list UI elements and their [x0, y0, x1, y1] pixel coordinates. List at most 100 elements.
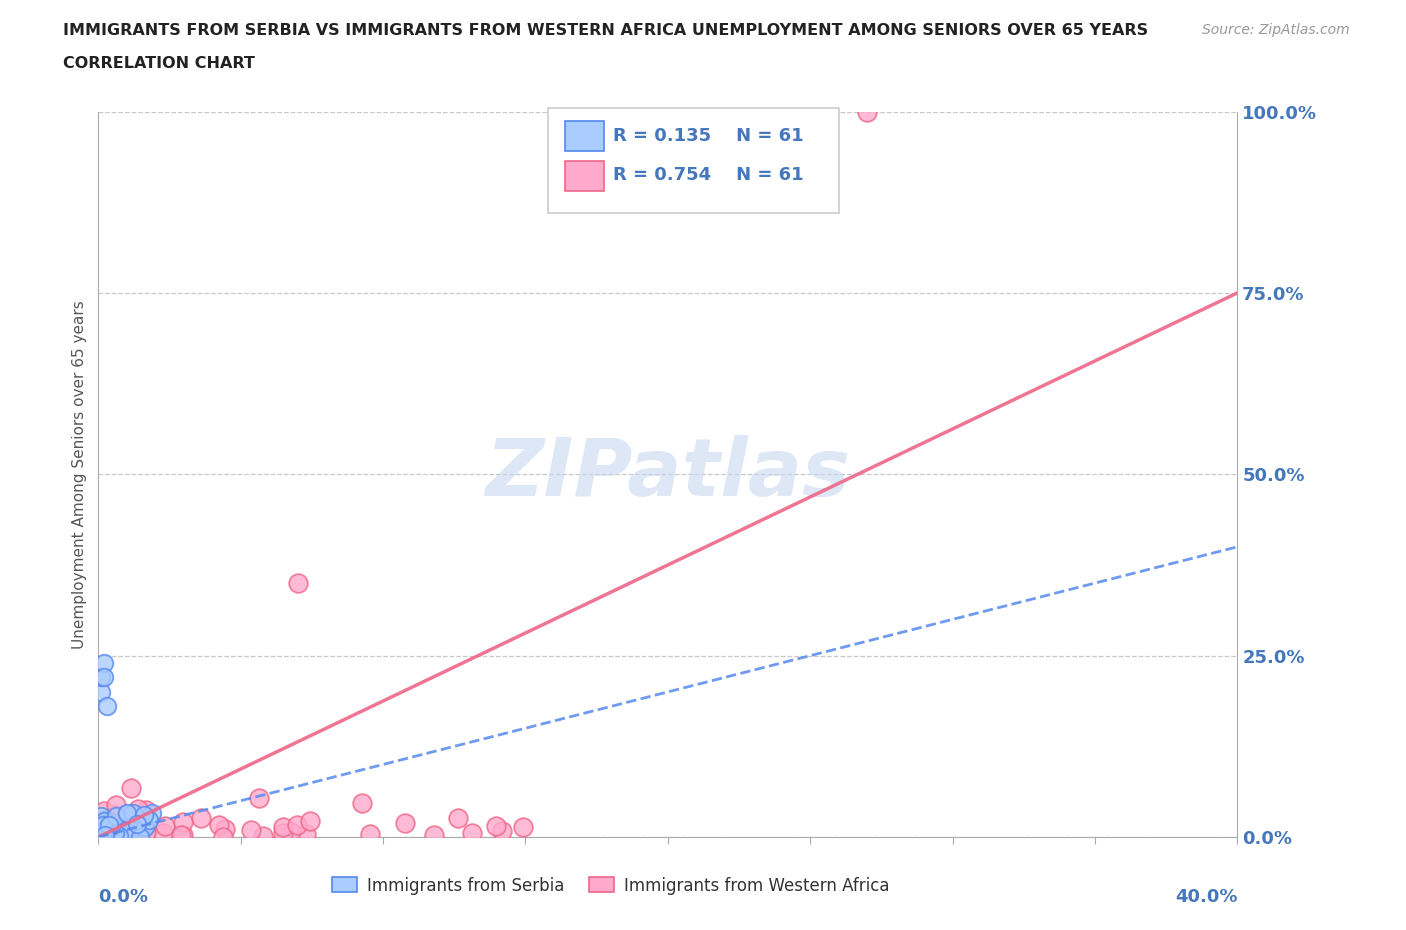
Point	[423, 828, 446, 843]
Point	[96, 816, 118, 830]
Point	[89, 824, 111, 839]
Point	[104, 826, 127, 841]
Point	[98, 824, 121, 839]
Point	[105, 808, 128, 823]
Point	[271, 819, 294, 834]
Point	[125, 817, 148, 831]
Text: R = 0.135    N = 61: R = 0.135 N = 61	[613, 126, 804, 144]
Point	[90, 808, 112, 823]
Point	[107, 825, 129, 840]
Point	[94, 829, 117, 844]
Text: 0.0%: 0.0%	[98, 888, 149, 906]
FancyBboxPatch shape	[565, 121, 605, 152]
Point	[111, 830, 134, 844]
Point	[100, 815, 122, 830]
Point	[104, 826, 127, 841]
Point	[271, 826, 294, 841]
Point	[89, 820, 111, 835]
Point	[135, 803, 157, 817]
Point	[115, 805, 138, 820]
Point	[91, 824, 114, 839]
Point	[93, 829, 115, 844]
Text: R = 0.754    N = 61: R = 0.754 N = 61	[613, 166, 804, 184]
Point	[94, 824, 117, 839]
Point	[105, 807, 128, 822]
Point	[96, 829, 118, 844]
Point	[104, 798, 127, 813]
Text: IMMIGRANTS FROM SERBIA VS IMMIGRANTS FROM WESTERN AFRICA UNEMPLOYMENT AMONG SENI: IMMIGRANTS FROM SERBIA VS IMMIGRANTS FRO…	[63, 23, 1149, 38]
Point	[447, 811, 470, 826]
Point	[394, 816, 416, 830]
Legend: Immigrants from Serbia, Immigrants from Western Africa: Immigrants from Serbia, Immigrants from …	[325, 870, 897, 901]
Point	[120, 781, 142, 796]
Point	[103, 827, 125, 842]
Point	[96, 826, 118, 841]
Point	[94, 821, 117, 836]
Point	[93, 825, 115, 840]
Point	[114, 825, 136, 840]
Point	[93, 817, 115, 832]
Point	[129, 830, 152, 844]
Point	[93, 820, 115, 835]
Point	[172, 828, 194, 843]
Point	[127, 802, 149, 817]
Point	[124, 819, 146, 834]
Point	[124, 815, 146, 830]
Point	[101, 828, 124, 843]
Point	[359, 827, 381, 842]
Point	[91, 818, 114, 833]
Y-axis label: Unemployment Among Seniors over 65 years: Unemployment Among Seniors over 65 years	[72, 300, 87, 649]
Point	[247, 790, 270, 805]
Point	[298, 814, 321, 829]
Point	[91, 824, 114, 839]
Point	[461, 826, 484, 841]
Point	[89, 822, 111, 837]
Point	[98, 817, 121, 832]
Point	[287, 576, 309, 591]
Point	[93, 804, 115, 818]
Point	[512, 819, 534, 834]
Point	[90, 684, 112, 699]
Point	[108, 830, 131, 844]
Text: Source: ZipAtlas.com: Source: ZipAtlas.com	[1202, 23, 1350, 37]
Point	[214, 822, 236, 837]
Point	[152, 826, 174, 841]
Point	[352, 796, 374, 811]
Point	[135, 824, 157, 839]
Point	[90, 817, 112, 832]
Point	[153, 818, 176, 833]
Point	[105, 829, 128, 844]
Point	[96, 699, 118, 714]
Point	[96, 826, 118, 841]
Point	[87, 823, 110, 838]
Text: 40.0%: 40.0%	[1175, 888, 1237, 906]
Point	[134, 807, 156, 822]
FancyBboxPatch shape	[548, 108, 839, 213]
Point	[138, 812, 160, 827]
FancyBboxPatch shape	[565, 161, 605, 192]
Point	[94, 819, 117, 834]
Point	[122, 828, 145, 843]
Point	[94, 813, 117, 828]
Point	[118, 827, 141, 842]
Point	[491, 824, 513, 839]
Point	[172, 815, 194, 830]
Point	[91, 825, 114, 840]
Point	[91, 829, 114, 844]
Point	[94, 827, 117, 842]
Point	[121, 805, 143, 820]
Point	[108, 829, 131, 844]
Point	[90, 821, 112, 836]
Point	[128, 827, 150, 842]
Point	[856, 104, 879, 119]
Point	[90, 825, 112, 840]
Point	[285, 817, 308, 832]
Point	[90, 670, 112, 684]
Point	[96, 826, 118, 841]
Point	[131, 819, 153, 834]
Point	[93, 827, 115, 842]
Point	[89, 817, 111, 831]
Point	[104, 826, 127, 841]
Point	[100, 830, 122, 844]
Point	[208, 817, 231, 832]
